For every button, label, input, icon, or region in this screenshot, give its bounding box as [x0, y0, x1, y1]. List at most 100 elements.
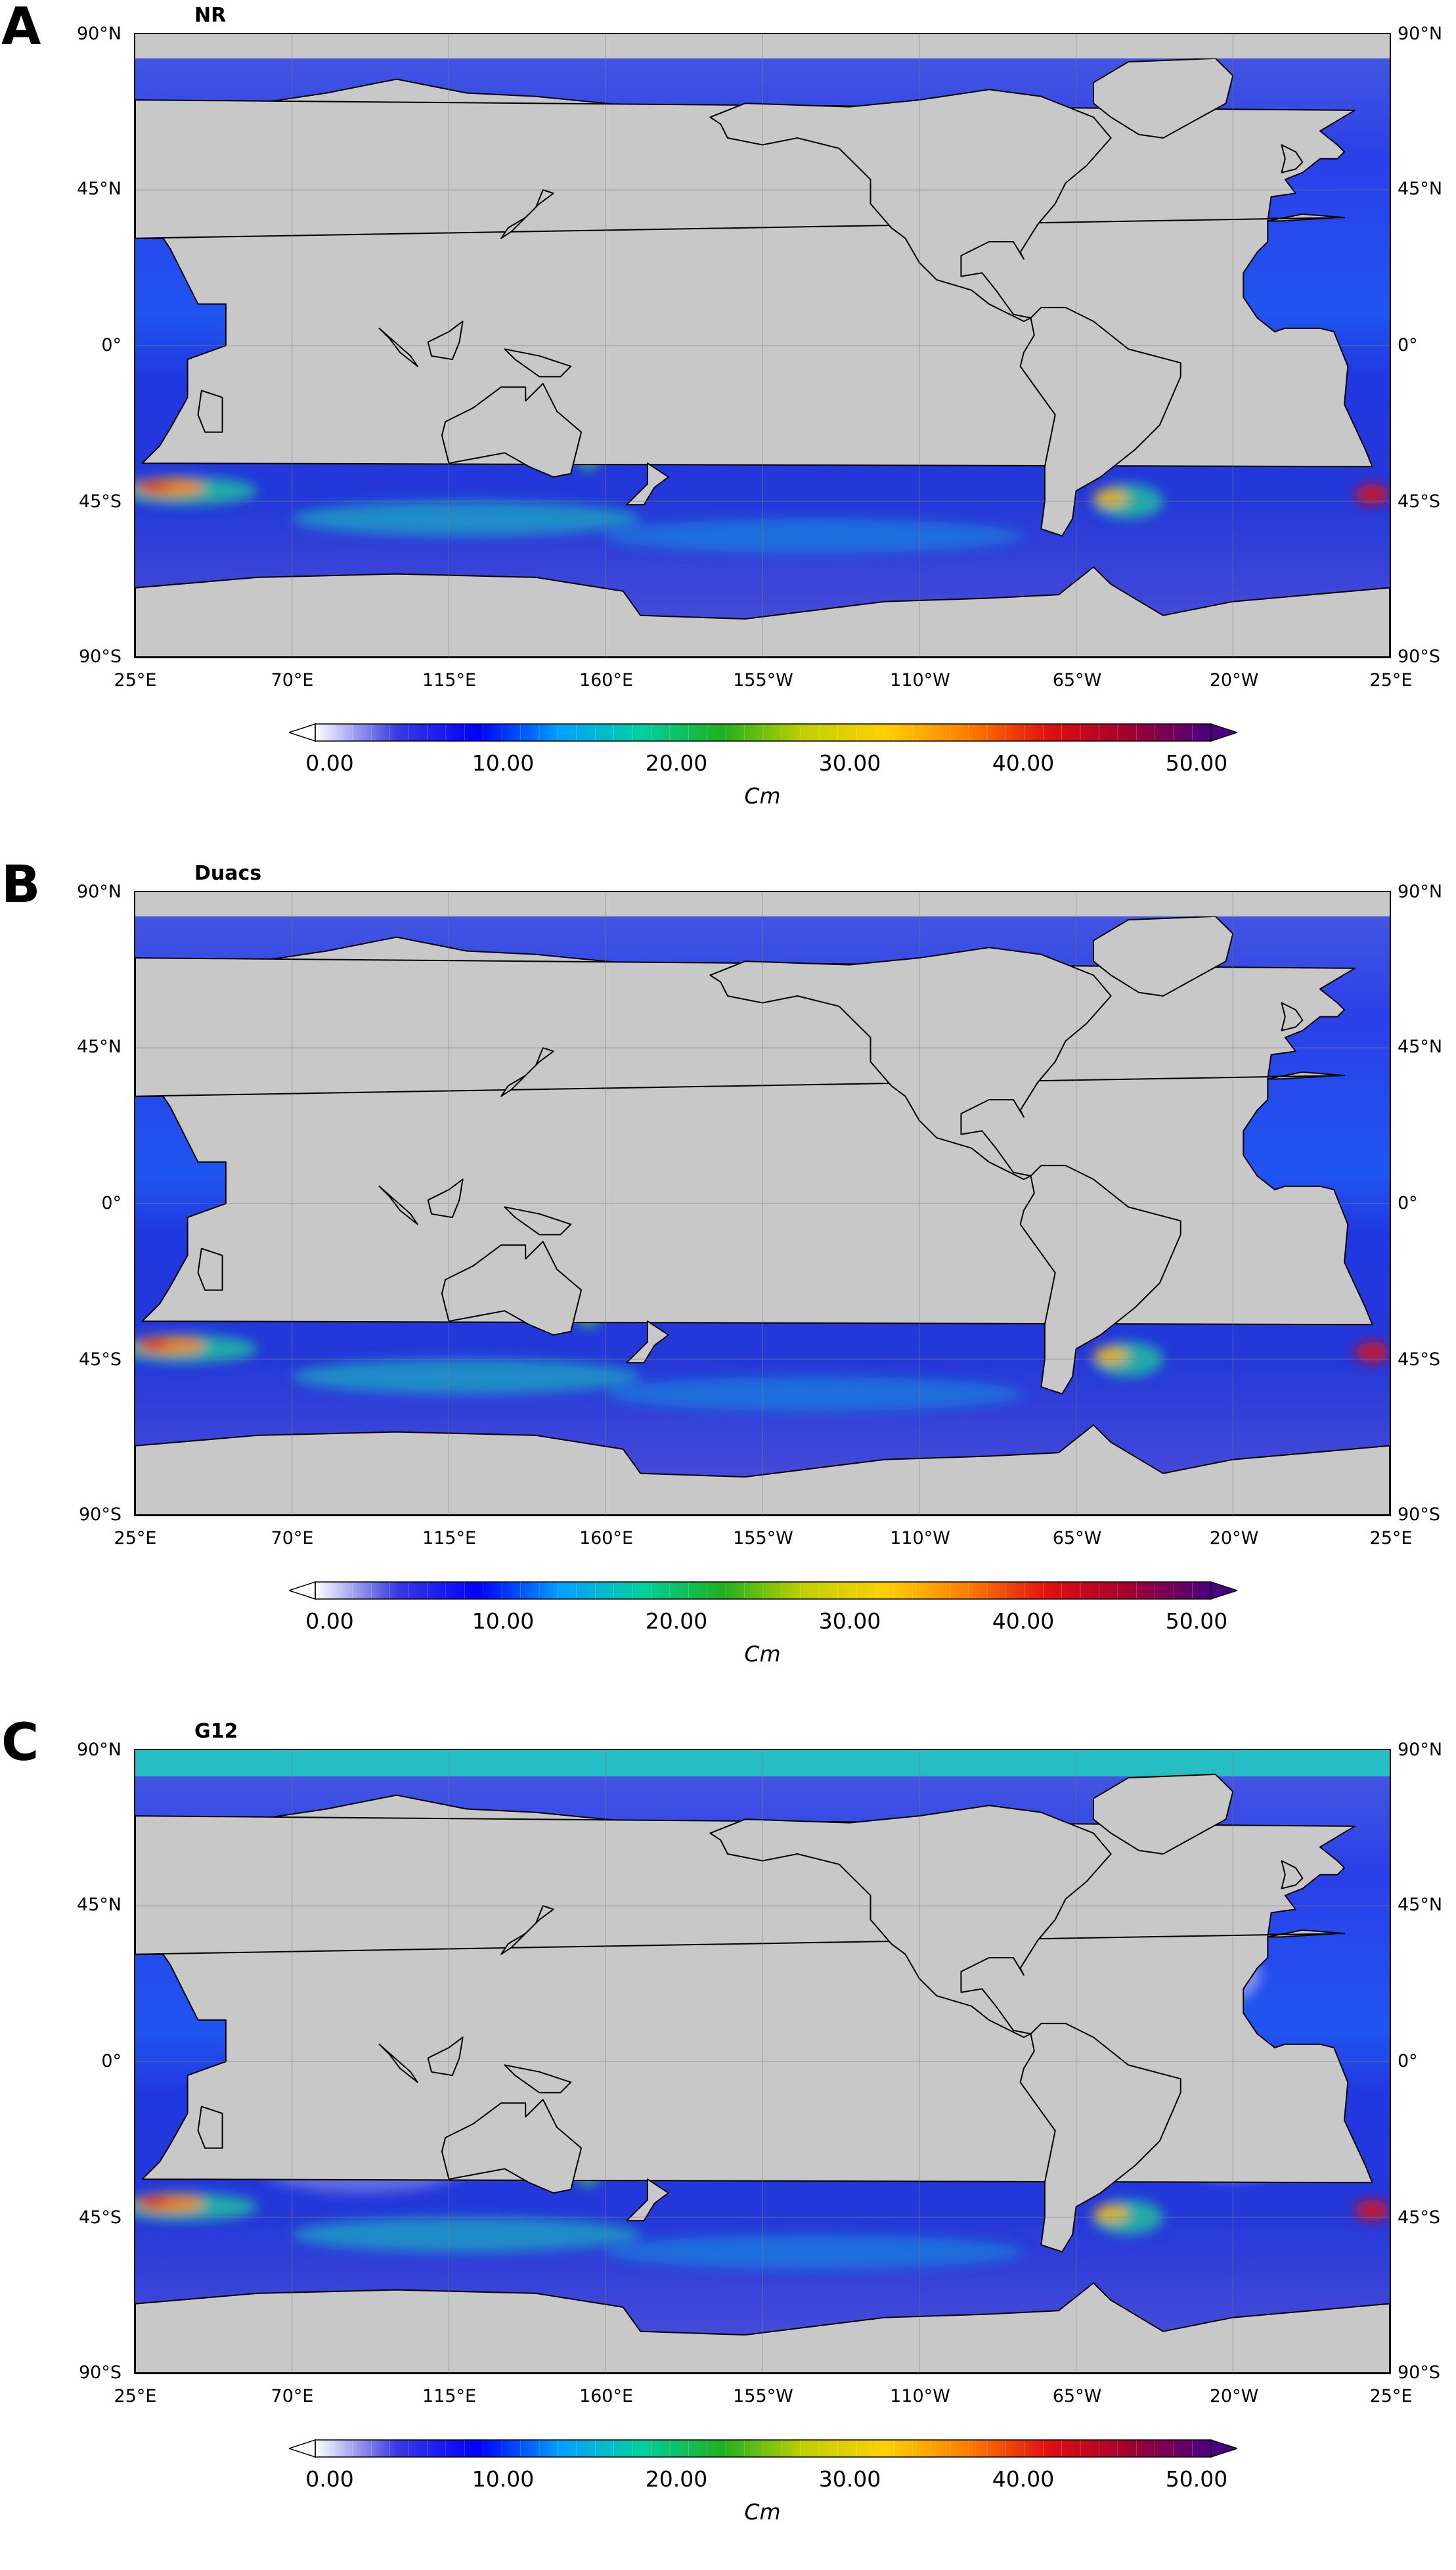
land-sumatra [378, 1185, 418, 1225]
longitude-tick-label: 20°W [1209, 2386, 1259, 2406]
colorbar-tick-label: 50.00 [1165, 750, 1228, 776]
longitude-tick-label: 25°E [114, 1528, 157, 1548]
latitude-tick-label: 90°N [1398, 24, 1443, 44]
land-samerica [1019, 1165, 1181, 1395]
variability-hotspot [606, 1376, 1024, 1411]
longitude-tick-label: 25°E [114, 670, 157, 690]
longitude-tick-label: 70°E [271, 2386, 314, 2406]
panel-nr: A NR 90°N 90°N 45°N 45°N 0° 0° 45°S 45°S 90°S 90°… [0, 0, 1456, 854]
land-britain [1281, 144, 1304, 173]
latitude-tick-label: 90°S [79, 646, 121, 667]
colorbar-unit-label: Cm [744, 2499, 781, 2525]
latitude-tick-label: 45°S [1398, 1349, 1440, 1370]
land-africa [135, 1933, 1373, 2184]
colorbar-tick-label: 10.00 [472, 2466, 535, 2492]
longitude-tick-label: 110°W [890, 670, 950, 690]
map-frame [134, 33, 1391, 658]
land-japan [500, 1905, 554, 1955]
longitude-tick-label: 70°E [271, 670, 314, 690]
land-nz [626, 462, 669, 506]
colorbar-tick-label: 30.00 [818, 1608, 881, 1634]
colorbar-tick-label: 0.00 [305, 750, 354, 776]
variability-hotspot [135, 1340, 170, 1351]
land-samerica [1019, 2023, 1181, 2253]
variability-hotspot [606, 2234, 1024, 2269]
colorbar-tick-label: 20.00 [645, 2466, 708, 2492]
colorbar-extend-max [1210, 2439, 1237, 2458]
longitude-tick-label: 115°E [422, 1528, 477, 1548]
longitude-tick-label: 115°E [422, 670, 477, 690]
latitude-tick-label: 0° [1398, 335, 1418, 355]
land-greenland [1093, 915, 1234, 997]
longitude-tick-label: 25°E [114, 2386, 157, 2406]
graticule [135, 892, 1390, 1515]
longitude-tick-label: 160°E [579, 1528, 634, 1548]
variability-hotspot [1093, 489, 1129, 507]
variability-hotspot [1093, 2205, 1129, 2222]
variability-hotspot [292, 501, 641, 536]
latitude-tick-label: 45°S [79, 1349, 121, 1370]
latitude-tick-label: 45°S [1398, 2207, 1440, 2228]
panel-letter: B [1, 855, 41, 914]
latitude-tick-label: 0° [1398, 2051, 1418, 2071]
longitude-tick-label: 65°W [1052, 2386, 1102, 2406]
land-madagascar [197, 2106, 223, 2149]
colorbar-tick-label: 30.00 [818, 2466, 881, 2492]
latitude-tick-label: 90°S [79, 1504, 121, 1525]
longitude-tick-label: 115°E [422, 2386, 477, 2406]
colorbar-extend-max [1210, 1581, 1237, 1600]
map-frame [134, 1749, 1391, 2374]
variability-hotspot [135, 2198, 170, 2209]
colorbar-extend-min [289, 2439, 316, 2458]
land-britain [1281, 1860, 1304, 1889]
land-africa [135, 1075, 1373, 1326]
land-japan [500, 189, 554, 239]
latitude-tick-label: 90°N [76, 24, 121, 44]
latitude-tick-label: 0° [1398, 1193, 1418, 1213]
colorbar-tick-label: 50.00 [1165, 2466, 1228, 2492]
longitude-tick-label: 160°E [579, 670, 634, 690]
latitude-tick-label: 45°N [76, 179, 121, 199]
colorbar [289, 1581, 1237, 1600]
longitude-tick-label: 25°E [1369, 2386, 1413, 2406]
land-namerica [709, 947, 1112, 1181]
colorbar-tick-label: 30.00 [818, 750, 881, 776]
colorbar-gradient [315, 2440, 1211, 2457]
latitude-tick-label: 90°S [1398, 2362, 1440, 2383]
colorbar-frame [315, 1581, 1212, 1600]
longitude-tick-label: 25°E [1369, 670, 1413, 690]
latitude-tick-label: 90°S [79, 2362, 121, 2383]
land-namerica [709, 89, 1112, 323]
latitude-tick-label: 90°N [1398, 1740, 1443, 1760]
land-nz [626, 2178, 669, 2222]
colorbar-tick-label: 40.00 [992, 2466, 1055, 2492]
variability-hotspot [606, 518, 1024, 553]
longitude-tick-label: 20°W [1209, 1528, 1259, 1548]
longitude-tick-label: 155°W [733, 2386, 793, 2406]
colorbar-tick-label: 10.00 [472, 1608, 535, 1634]
colorbar-tick-label: 20.00 [645, 1608, 708, 1634]
panel-letter: C [1, 1713, 39, 1772]
land-sumatra [378, 2043, 418, 2083]
latitude-tick-label: 45°N [76, 1037, 121, 1057]
latitude-tick-label: 90°N [76, 1740, 121, 1760]
colorbar-extend-min [289, 1581, 316, 1600]
longitude-tick-label: 110°W [890, 1528, 950, 1548]
panel-g12: C G12 90°N 90°N 45°N 45°N 0° 0° 45°S 45°S 90°S 90… [0, 1716, 1456, 2570]
panel-title: Duacs [194, 862, 262, 885]
colorbar [289, 2439, 1237, 2458]
land-australia [441, 2098, 583, 2194]
colorbar [289, 723, 1237, 742]
land-newguinea [504, 1206, 572, 1236]
panel-title: G12 [194, 1720, 238, 1743]
land-masses [135, 892, 1390, 1515]
latitude-tick-label: 0° [101, 2051, 121, 2071]
land-madagascar [197, 390, 223, 433]
variability-hotspot [1355, 484, 1390, 505]
latitude-tick-label: 45°N [1398, 1037, 1443, 1057]
land-australia [441, 1240, 583, 1336]
colorbar-gradient [315, 724, 1211, 741]
land-newguinea [504, 2064, 572, 2094]
longitude-tick-label: 65°W [1052, 1528, 1102, 1548]
variability-hotspot [1355, 2199, 1390, 2221]
